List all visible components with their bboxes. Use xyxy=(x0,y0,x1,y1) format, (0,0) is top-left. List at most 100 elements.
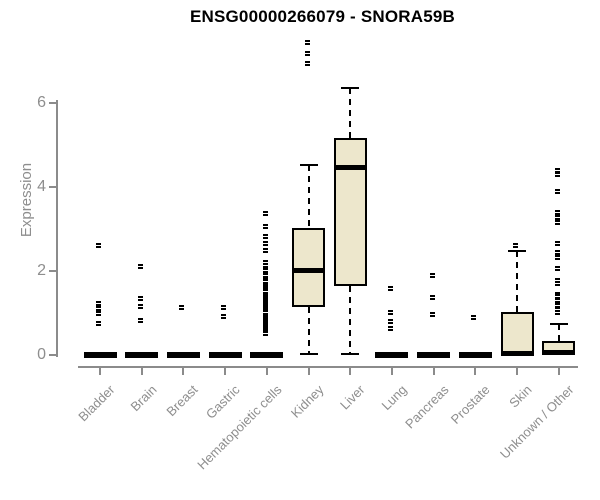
x-axis-tick xyxy=(557,366,560,375)
x-axis-line xyxy=(78,366,578,368)
x-axis-tick xyxy=(390,366,393,375)
box-unknown-other-outlier-point xyxy=(554,310,560,316)
box-liver-iqr xyxy=(333,138,367,286)
box-pancreas-outlier-point xyxy=(429,311,435,317)
box-brain-outlier-point xyxy=(137,264,143,270)
box-bladder-outlier-point xyxy=(96,306,101,312)
box-unknown-other-outlier-point xyxy=(554,168,560,174)
box-hematopoietic-cells-outlier-point xyxy=(262,234,268,240)
box-kidney-median xyxy=(292,268,325,274)
box-unknown-other-outlier-point xyxy=(554,294,560,300)
box-unknown-other-outlier-point xyxy=(554,291,560,297)
box-unknown-other-median xyxy=(542,350,576,356)
y-axis-tick xyxy=(49,101,56,104)
box-breast-outlier-point xyxy=(179,305,185,311)
y-tick-label: 6 xyxy=(37,93,46,111)
x-axis-tick xyxy=(265,366,268,375)
box-hematopoietic-cells-outlier-point xyxy=(262,240,268,246)
box-pancreas-collapsed xyxy=(417,352,451,358)
box-unknown-other-outlier-point xyxy=(554,254,560,260)
box-brain-collapsed xyxy=(125,352,159,358)
box-hematopoietic-cells-outlier-point xyxy=(262,267,268,273)
x-axis-tick xyxy=(474,366,477,375)
box-kidney-lower-cap xyxy=(299,352,318,355)
box-brain-outlier-point xyxy=(137,318,143,324)
box-lung-outlier-point xyxy=(387,286,393,292)
box-unknown-other-outlier-point xyxy=(554,250,560,256)
box-kidney-outlier-point xyxy=(304,61,310,67)
box-liver-lower-cap xyxy=(341,352,360,355)
box-kidney-upper-whisker xyxy=(307,164,310,228)
box-liver-lower-whisker xyxy=(349,285,352,354)
box-lung-collapsed xyxy=(375,352,409,358)
box-unknown-other-outlier-point xyxy=(554,297,560,303)
box-bladder-outlier-point xyxy=(96,301,101,307)
box-unknown-other-outlier-point xyxy=(554,210,560,216)
box-lung-outlier-point xyxy=(387,326,393,332)
box-bladder-outlier-point xyxy=(96,243,101,249)
x-axis-tick xyxy=(99,366,101,375)
box-hematopoietic-cells-outlier-point xyxy=(262,272,268,278)
box-unknown-other-outlier-point xyxy=(554,265,560,271)
box-pancreas-outlier-point xyxy=(429,295,435,301)
box-bladder-outlier-point xyxy=(96,320,101,326)
box-gastric-outlier-point xyxy=(221,304,227,310)
y-axis-tick xyxy=(49,185,56,188)
box-pancreas-outlier-point xyxy=(429,272,435,278)
box-hematopoietic-cells-outlier-point xyxy=(262,259,268,265)
box-hematopoietic-cells-outlier-point xyxy=(262,210,268,216)
x-axis-tick xyxy=(349,366,352,375)
y-axis-tick xyxy=(49,354,56,356)
y-tick-label: 4 xyxy=(37,177,46,195)
box-unknown-other-outlier-point xyxy=(554,240,560,246)
box-liver-median xyxy=(333,165,367,171)
x-axis-tick xyxy=(307,366,310,375)
box-prostate-collapsed xyxy=(458,352,492,358)
box-kidney-lower-whisker xyxy=(307,306,310,354)
chart-title: ENSG00000266079 - SNORA59B xyxy=(189,7,456,26)
x-axis-tick xyxy=(432,366,435,375)
box-unknown-other-outlier-point xyxy=(554,306,560,312)
box-hematopoietic-cells-outlier-point xyxy=(262,248,268,254)
box-unknown-other-outlier-point xyxy=(554,281,560,286)
x-category-label: Unknown / Other xyxy=(496,382,577,462)
box-unknown-other-outlier-point xyxy=(554,214,560,220)
box-unknown-other-outlier-point xyxy=(554,219,560,225)
box-skin-upper-whisker xyxy=(516,250,518,313)
box-hematopoietic-cells-outlier-point xyxy=(262,263,268,269)
box-unknown-other-outlier-point xyxy=(554,171,560,177)
box-breast-collapsed xyxy=(166,352,200,358)
box-hematopoietic-cells-outlier-point xyxy=(262,278,268,284)
box-hematopoietic-cells-outlier-point xyxy=(262,224,268,230)
box-lung-outlier-point xyxy=(387,319,393,325)
y-tick-label: 2 xyxy=(37,261,46,279)
box-unknown-other-upper-whisker xyxy=(557,324,560,342)
box-gastric-collapsed xyxy=(208,352,242,358)
box-brain-outlier-point xyxy=(137,295,143,301)
box-kidney-upper-cap xyxy=(299,163,318,166)
box-skin-upper-cap xyxy=(508,249,526,252)
box-unknown-other-outlier-point xyxy=(554,277,560,283)
box-kidney-outlier-point xyxy=(304,50,310,56)
y-axis-line xyxy=(56,100,58,357)
box-unknown-other-outlier-point xyxy=(554,189,560,195)
box-kidney-iqr xyxy=(292,228,325,307)
box-bladder-outlier-point xyxy=(96,311,101,317)
x-axis-tick xyxy=(140,366,143,375)
y-tick-label: 0 xyxy=(37,346,46,363)
box-skin-median xyxy=(500,350,534,356)
box-brain-outlier-point xyxy=(137,304,143,310)
box-bladder-collapsed xyxy=(83,352,117,358)
x-axis-tick xyxy=(516,366,518,375)
box-hematopoietic-cells-collapsed xyxy=(250,352,284,358)
box-skin-outlier-point xyxy=(513,243,518,249)
box-unknown-other-outlier-point xyxy=(554,303,560,309)
box-liver-upper-whisker xyxy=(349,87,352,139)
box-gastric-outlier-point xyxy=(221,313,227,319)
y-axis-title: Expression xyxy=(18,162,35,238)
x-axis-tick xyxy=(182,366,185,375)
y-axis-tick xyxy=(49,269,56,272)
box-hematopoietic-cells-outlier-point xyxy=(262,331,268,337)
box-skin-iqr xyxy=(500,312,534,355)
